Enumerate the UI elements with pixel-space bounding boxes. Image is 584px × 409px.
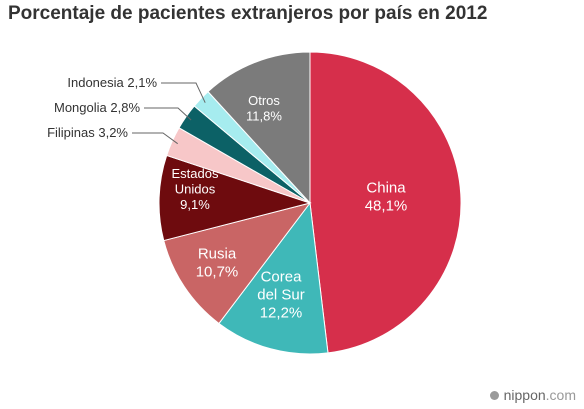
pie-slice-rusia	[163, 202, 312, 325]
leader-line-filipinas	[132, 132, 178, 145]
leader-line-mongolia	[144, 107, 192, 121]
logo-tld: .com	[545, 387, 576, 403]
slice-label-rusia: Rusia 10,7%	[196, 245, 239, 280]
slice-label-estados-unidos: Estados Unidos 9,1%	[172, 166, 219, 212]
slice-label-filipinas: Filipinas 3,2%	[47, 125, 128, 140]
slice-label-china: China 48,1%	[365, 179, 408, 214]
slice-label-corea-del-sur: Corea del Sur 12,2%	[257, 268, 305, 321]
leader-line-indonesia	[161, 82, 206, 103]
pie-slice-estados-unidos	[158, 154, 312, 242]
pie-slice-china	[309, 51, 462, 354]
logo-brand: nippon	[503, 387, 546, 403]
logo-dot-icon	[489, 390, 499, 400]
slice-label-indonesia: Indonesia 2,1%	[67, 75, 157, 90]
slice-label-otros: Otros 11,8%	[246, 93, 282, 124]
pie-slice-corea-del-sur	[218, 201, 329, 355]
slice-label-mongolia: Mongolia 2,8%	[54, 100, 140, 115]
chart-title: Porcentaje de pacientes extranjeros por …	[8, 3, 488, 24]
nippon-logo: nippon .com	[489, 387, 576, 403]
pie-slice-otros	[207, 51, 311, 205]
